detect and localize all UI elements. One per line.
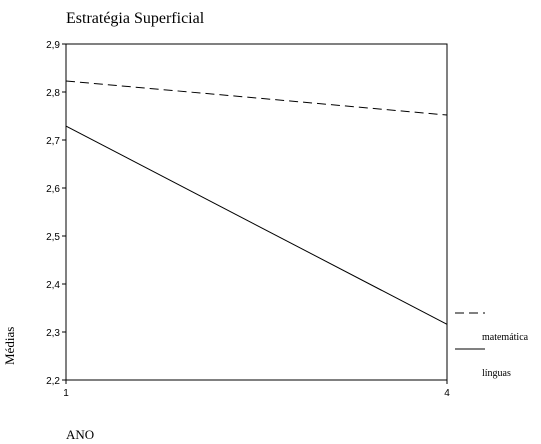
- x-tick-label: 4: [444, 388, 450, 399]
- series-line-solid: [65, 125, 448, 325]
- x-axis-label: ANO: [66, 427, 95, 442]
- y-tick-label: 2,7: [46, 136, 60, 147]
- series-line-dashed: [65, 80, 448, 116]
- y-tick-label: 2,3: [46, 328, 60, 339]
- y-tick-label: 2,2: [46, 376, 60, 387]
- y-tick-label: 2,5: [46, 232, 60, 243]
- legend-label: línguas: [482, 368, 511, 379]
- plot-frame: [65, 43, 448, 381]
- chart-title: Estratégia Superficial: [66, 10, 205, 27]
- y-tick-label: 2,8: [46, 88, 60, 99]
- legend-label: matemática: [482, 332, 529, 343]
- y-tick-label: 2,6: [46, 184, 60, 195]
- y-tick-label: 2,9: [46, 40, 60, 51]
- y-tick-label: 2,4: [46, 280, 60, 291]
- x-tick-label: 1: [63, 388, 69, 399]
